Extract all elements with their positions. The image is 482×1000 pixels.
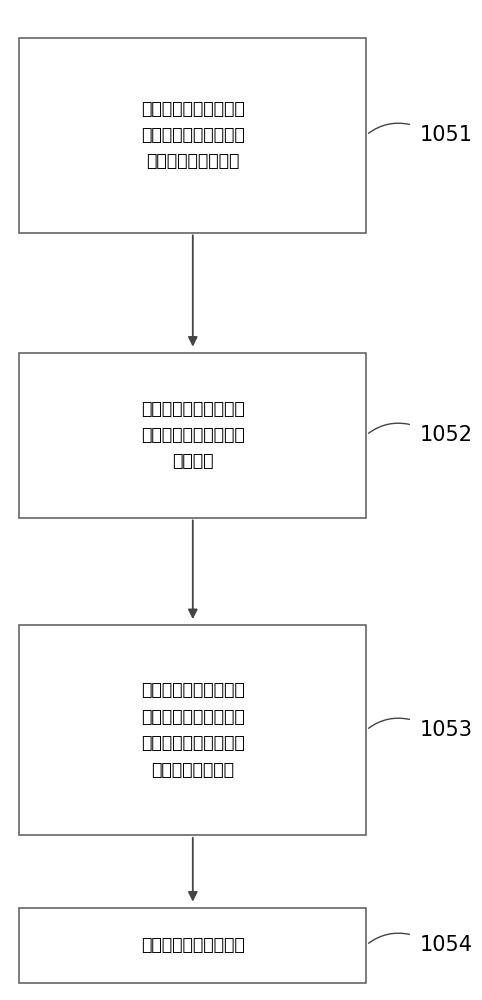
Text: 1051: 1051	[419, 125, 472, 145]
Text: 以所述差异物体分割特
征和所述脚的框为输入
，提取出脚分割特征: 以所述差异物体分割特 征和所述脚的框为输入 ，提取出脚分割特征	[141, 100, 245, 170]
Text: 以所述脚轮廓掩码值为
输入，搜索脚轮廓点中
距离起跳线最近的点，
定为脚后跟关键点: 以所述脚轮廓掩码值为 输入，搜索脚轮廓点中 距离起跳线最近的点， 定为脚后跟关键…	[141, 681, 245, 779]
Text: 以所述脚分割特征为输
入，进一步分析出脚轮
廓掩码值: 以所述脚分割特征为输 入，进一步分析出脚轮 廓掩码值	[141, 400, 245, 470]
Text: 1053: 1053	[419, 720, 472, 740]
Text: 1054: 1054	[419, 935, 472, 955]
Bar	[19, 37, 366, 232]
Bar	[19, 625, 366, 835]
Bar	[19, 908, 366, 982]
Text: 1052: 1052	[419, 425, 472, 445]
Text: 输出所述脚后跟关键点: 输出所述脚后跟关键点	[141, 936, 245, 954]
Bar	[19, 353, 366, 518]
